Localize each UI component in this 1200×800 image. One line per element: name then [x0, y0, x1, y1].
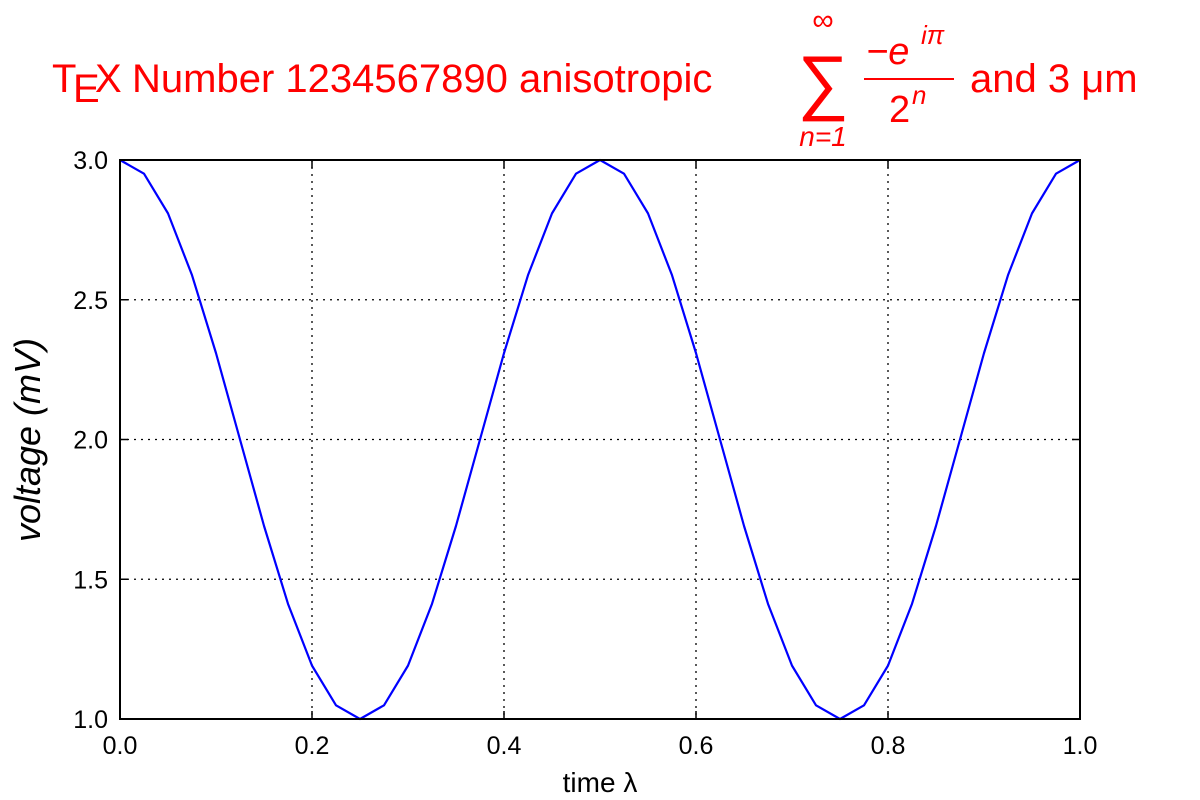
- grid: [120, 160, 1080, 719]
- chart-title: T E X Number 1234567890 anisotropic ∞ ∑ …: [52, 4, 1138, 152]
- denominator-exponent: n: [912, 80, 926, 110]
- y-tick-label: 2.5: [73, 287, 108, 315]
- series-line: [119, 158, 1081, 721]
- series-layer: [119, 158, 1081, 721]
- title-tex-e: E: [73, 67, 100, 111]
- title-text-after: and 3 μm: [970, 57, 1138, 101]
- x-tick-label: 0.2: [295, 732, 330, 760]
- sum-lower-limit: n=1: [799, 121, 847, 152]
- sum-upper-limit: ∞: [812, 4, 833, 37]
- x-tick-label: 0.4: [487, 732, 522, 760]
- title-tex-x: X: [95, 57, 122, 101]
- title-tex-t: T: [52, 57, 76, 101]
- x-tick-label: 1.0: [1063, 732, 1098, 760]
- y-axis-label: voltage (mV): [7, 338, 48, 542]
- y-tick-label: 1.0: [73, 706, 108, 734]
- y-tick-label: 2.0: [73, 427, 108, 455]
- y-tick-label: 3.0: [73, 147, 108, 175]
- sum-symbol: ∑: [797, 42, 848, 122]
- numerator-base: −e: [866, 31, 909, 73]
- plot-frame: [119, 159, 1081, 720]
- x-axis-label: time λ: [563, 767, 638, 798]
- y-tick-label: 1.5: [73, 566, 108, 594]
- title-text-before: Number 1234567890 anisotropic: [132, 57, 712, 101]
- numerator-exponent: iπ: [921, 20, 945, 50]
- tick-labels: 0.0 0.2 0.4 0.6 0.8 1.0 1.0 1.5 2.0 2.5 3.0: [73, 147, 1097, 760]
- ticks: [119, 159, 1081, 720]
- x-tick-label: 0.0: [103, 732, 138, 760]
- denominator-base: 2: [889, 89, 910, 131]
- x-tick-label: 0.6: [679, 732, 714, 760]
- x-tick-label: 0.8: [871, 732, 906, 760]
